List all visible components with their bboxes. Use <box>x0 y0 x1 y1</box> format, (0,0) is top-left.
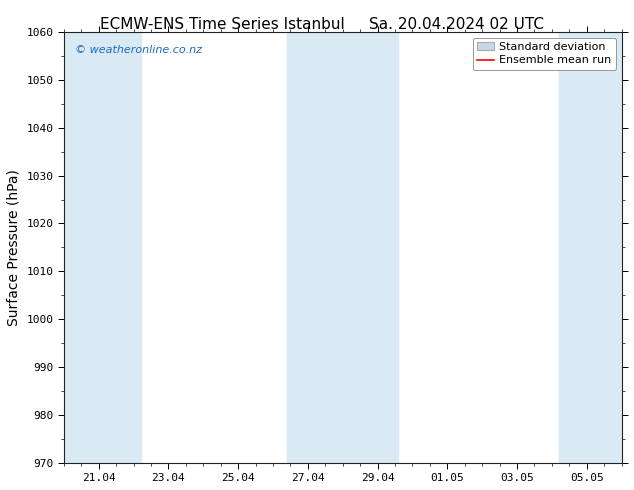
Text: ECMW-ENS Time Series Istanbul: ECMW-ENS Time Series Istanbul <box>100 17 344 32</box>
Text: © weatheronline.co.nz: © weatheronline.co.nz <box>75 45 202 55</box>
Text: Sa. 20.04.2024 02 UTC: Sa. 20.04.2024 02 UTC <box>369 17 544 32</box>
Bar <box>64 32 141 463</box>
Y-axis label: Surface Pressure (hPa): Surface Pressure (hPa) <box>7 169 21 326</box>
Legend: Standard deviation, Ensemble mean run: Standard deviation, Ensemble mean run <box>472 38 616 70</box>
Bar <box>559 32 621 463</box>
Bar <box>287 32 398 463</box>
